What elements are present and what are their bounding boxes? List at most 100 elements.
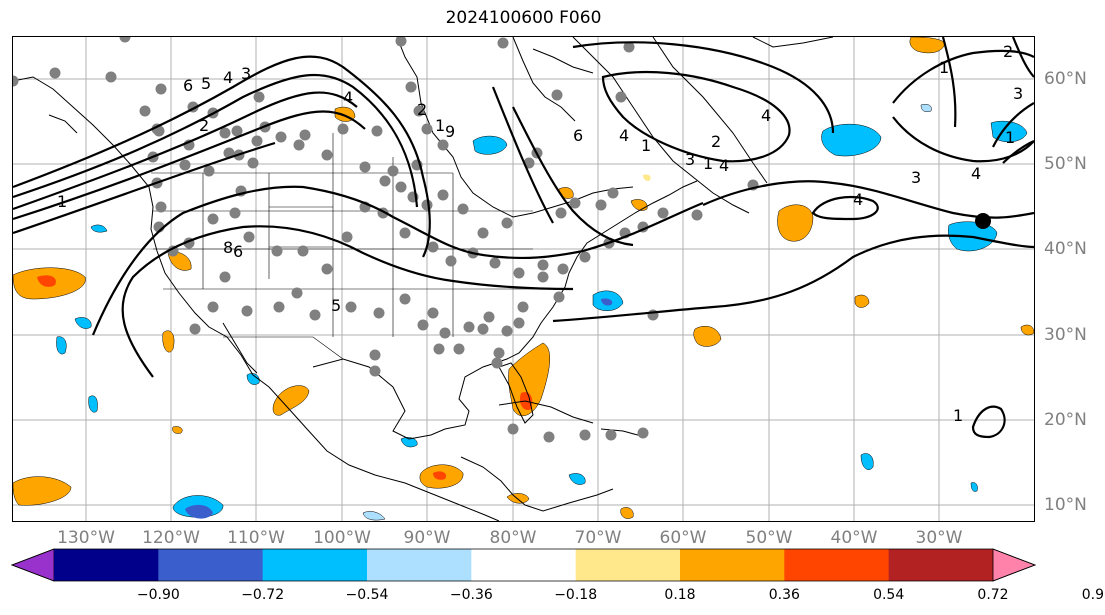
colorbar-segment bbox=[575, 549, 681, 581]
latitude-label: 60°N bbox=[1044, 69, 1087, 89]
station-dot bbox=[119, 37, 131, 43]
contour-label: 1 bbox=[57, 192, 67, 211]
contour-label: 4 bbox=[761, 106, 771, 125]
station-dot bbox=[207, 213, 219, 225]
contour-label: 6 bbox=[233, 242, 243, 261]
station-dot bbox=[551, 89, 563, 101]
station-dot bbox=[557, 263, 569, 275]
contour-label: 4 bbox=[343, 88, 353, 107]
coastlines bbox=[13, 37, 834, 521]
colorbar-tick-label: −0.54 bbox=[345, 587, 389, 603]
station-dot bbox=[483, 311, 495, 323]
station-dot bbox=[207, 301, 219, 313]
colorbar bbox=[10, 548, 1037, 582]
station-dot bbox=[691, 209, 703, 221]
station-dot bbox=[421, 123, 433, 135]
station-dot bbox=[543, 431, 555, 443]
latitude-label: 20°N bbox=[1044, 410, 1087, 430]
station-dot bbox=[399, 293, 411, 305]
latitude-label: 10°N bbox=[1044, 495, 1087, 515]
station-dot bbox=[105, 71, 117, 83]
station-dot bbox=[579, 251, 591, 263]
colorbar-outline bbox=[10, 548, 1037, 582]
station-dot bbox=[13, 75, 19, 87]
station-dot bbox=[453, 343, 465, 355]
station-dot bbox=[637, 427, 649, 439]
station-dot bbox=[247, 157, 259, 169]
station-dot bbox=[241, 305, 253, 317]
station-dot bbox=[321, 263, 333, 275]
station-dot bbox=[371, 125, 383, 137]
station-dot bbox=[417, 319, 429, 331]
storm-center-marker bbox=[975, 213, 991, 229]
station-dot bbox=[437, 189, 449, 201]
contour-label: 6 bbox=[573, 126, 583, 145]
station-dot bbox=[421, 199, 433, 211]
station-dot bbox=[623, 41, 635, 53]
station-dot bbox=[457, 203, 469, 215]
contour-lines bbox=[13, 37, 1034, 439]
station-dot bbox=[369, 365, 381, 377]
station-dot bbox=[489, 257, 501, 269]
longitude-label: 100°W bbox=[313, 528, 371, 548]
station-dot bbox=[251, 135, 263, 147]
contour-label: 9 bbox=[445, 122, 455, 141]
station-dot bbox=[497, 37, 509, 49]
station-dot bbox=[243, 231, 255, 243]
station-dot bbox=[413, 105, 425, 117]
contour-label: 8 bbox=[223, 238, 233, 257]
longitude-label: 80°W bbox=[489, 528, 537, 548]
station-dot bbox=[513, 317, 525, 329]
station-dot bbox=[359, 161, 371, 173]
station-dot bbox=[345, 301, 357, 313]
station-dot bbox=[537, 271, 549, 283]
station-dot bbox=[387, 165, 399, 177]
contour-label: 3 bbox=[685, 150, 695, 169]
contour-label: 3 bbox=[1013, 84, 1023, 103]
station-dot bbox=[253, 91, 265, 103]
colorbar-tick-label: 0.18 bbox=[664, 587, 696, 603]
station-dot bbox=[501, 325, 513, 337]
colorbar-segment bbox=[367, 549, 472, 581]
latitude-label: 50°N bbox=[1044, 154, 1087, 174]
positive-anomaly-shading bbox=[13, 37, 1034, 519]
contour-label: 1 bbox=[703, 154, 713, 173]
station-dot bbox=[271, 245, 283, 257]
station-dot bbox=[555, 207, 567, 219]
contour-label: 3 bbox=[911, 168, 921, 187]
station-dot bbox=[477, 227, 489, 239]
contour-label: 1 bbox=[641, 136, 651, 155]
colorbar-segment bbox=[471, 549, 577, 581]
longitude-label: 90°W bbox=[403, 528, 451, 548]
station-dot bbox=[537, 259, 549, 271]
station-dot bbox=[507, 423, 519, 435]
contour-label: 2 bbox=[199, 116, 209, 135]
colorbar-tick-label: 0.54 bbox=[873, 587, 905, 603]
station-dot bbox=[293, 139, 305, 151]
station-dot bbox=[231, 125, 243, 137]
station-dot bbox=[379, 175, 391, 187]
contour-label: 2 bbox=[417, 100, 427, 119]
colorbar-segment bbox=[888, 549, 994, 581]
station-dot bbox=[341, 231, 353, 243]
station-dot bbox=[321, 149, 333, 161]
station-dot bbox=[427, 241, 439, 253]
contour-label: 5 bbox=[201, 74, 211, 93]
station-dot bbox=[439, 327, 451, 339]
contour-label: 5 bbox=[331, 296, 341, 315]
station-dot bbox=[155, 83, 167, 95]
longitude-label: 30°W bbox=[915, 528, 963, 548]
contour-label: 1 bbox=[1005, 128, 1015, 147]
colorbar-tick-label: −0.90 bbox=[136, 587, 180, 603]
contour-label: 1 bbox=[939, 58, 949, 77]
station-dot bbox=[427, 307, 439, 319]
station-dot bbox=[399, 227, 411, 239]
contour-label: 2 bbox=[711, 132, 721, 151]
station-dot bbox=[607, 187, 619, 199]
station-dot bbox=[595, 199, 607, 211]
station-dot bbox=[569, 197, 581, 209]
station-dot bbox=[273, 301, 285, 313]
longitude-label: 60°W bbox=[659, 528, 707, 548]
